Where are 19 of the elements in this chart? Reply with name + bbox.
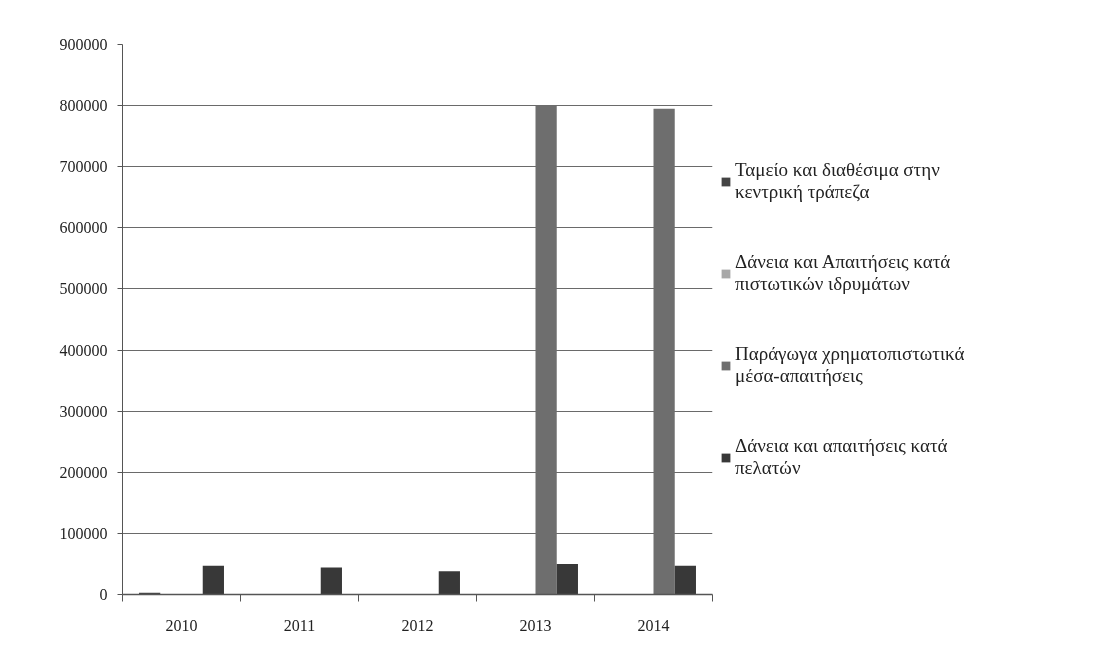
legend-label: Δάνεια και απαιτήσεις κατά πελατών bbox=[735, 435, 948, 479]
legend-label: Ταμείο και διαθέσιμα στην κεντρική τράπεζα bbox=[735, 159, 940, 203]
y-tick-label: 600000 bbox=[59, 219, 108, 237]
y-tick-label: 200000 bbox=[59, 463, 108, 481]
legend-label: Παράγωγα χρηματοπιστωτικά μέσα-απαιτήσεις bbox=[735, 343, 965, 387]
y-tick-label: 700000 bbox=[59, 158, 108, 176]
legend-label: Δάνεια και Απαιτήσεις κατά πιστωτικών ιδρυμάτων bbox=[735, 251, 951, 295]
x-tick-label: 2010 bbox=[165, 616, 198, 634]
y-tick-label: 100000 bbox=[59, 524, 108, 542]
y-tick-label: 500000 bbox=[59, 280, 108, 298]
x-tick-label: 2013 bbox=[519, 616, 552, 634]
x-tick-label: 2014 bbox=[637, 616, 670, 634]
y-tick-label: 900000 bbox=[59, 36, 108, 53]
y-tick-label: 0 bbox=[99, 586, 108, 603]
x-tick-label: 2012 bbox=[401, 616, 434, 634]
y-tick-label: 400000 bbox=[59, 341, 108, 359]
x-tick-label: 2011 bbox=[283, 616, 316, 634]
y-tick-label: 300000 bbox=[59, 402, 108, 420]
y-tick-label: 800000 bbox=[59, 97, 108, 115]
